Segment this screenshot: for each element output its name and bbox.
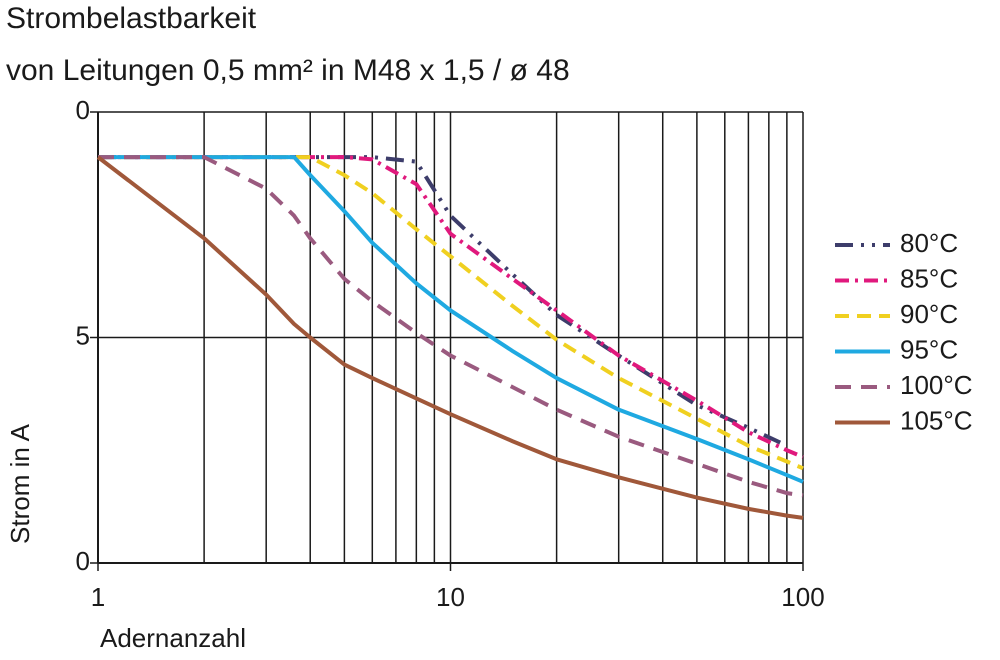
series-line	[98, 155, 804, 484]
x-tick-label: 100	[781, 582, 824, 612]
series-line	[98, 155, 804, 498]
chart-subtitle: von Leitungen 0,5 mm² in M48 x 1,5 / ø 4…	[6, 54, 570, 87]
y-tick-label: 0	[76, 546, 90, 576]
chart-title: Strombelastbarkeit	[6, 2, 257, 35]
legend-label: 90°C	[900, 299, 958, 329]
y-tick-label: 5	[76, 320, 90, 350]
legend-label: 80°C	[900, 228, 958, 258]
legend-label: 100°C	[900, 370, 973, 400]
legend-label: 95°C	[900, 334, 958, 364]
legend-label: 85°C	[900, 263, 958, 293]
y-tick-label: 0	[76, 95, 90, 125]
x-tick-label: 10	[436, 582, 465, 612]
legend-label: 105°C	[900, 405, 973, 435]
y-axis-label: Strom in A	[5, 423, 35, 544]
x-axis-label: Adernanzahl	[100, 623, 246, 653]
series-line	[98, 155, 788, 448]
series-line	[96, 155, 804, 520]
x-tick-label: 1	[91, 582, 105, 612]
